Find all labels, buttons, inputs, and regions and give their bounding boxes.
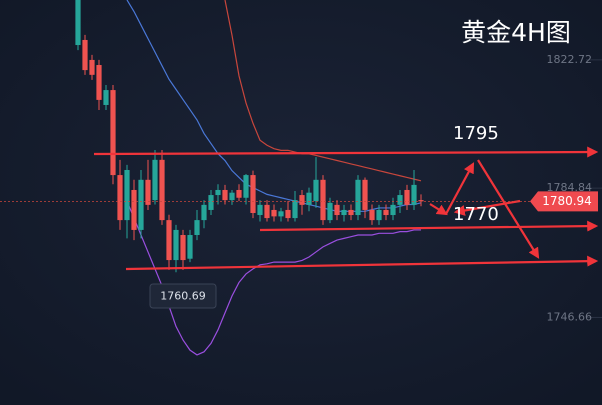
candle-body <box>285 209 291 219</box>
candle-body <box>229 192 235 201</box>
candle-body <box>243 175 249 198</box>
arrow <box>477 159 540 259</box>
candle-body <box>236 189 242 198</box>
support-line <box>125 255 599 271</box>
candle-body <box>145 179 151 205</box>
candle-body <box>82 39 88 71</box>
candle-body <box>313 179 319 202</box>
candle-body <box>215 189 221 196</box>
candle-body <box>299 195 305 205</box>
candle-body <box>411 184 417 205</box>
candle-body <box>348 209 354 216</box>
moving-average-line <box>126 200 421 356</box>
arrow <box>445 162 475 215</box>
candle-body <box>187 235 193 259</box>
candle-body <box>75 0 81 46</box>
candle-body <box>110 90 116 176</box>
candle-body <box>376 209 382 221</box>
candle-body <box>264 204 270 219</box>
candle-body <box>383 209 389 216</box>
arrow <box>453 199 521 216</box>
low-label: 1760.69 <box>160 290 206 303</box>
candle-body <box>341 209 347 216</box>
candle-body <box>180 235 186 261</box>
candle-body <box>138 179 144 230</box>
level-label: 1795 <box>453 123 499 144</box>
chart-title: 黄金4H图 <box>461 18 571 47</box>
candle-body <box>390 204 396 216</box>
candle-body <box>418 200 424 202</box>
y-tick-label: 1784.84 <box>547 181 593 194</box>
candle-body <box>89 59 95 75</box>
candle-body <box>362 179 368 210</box>
candle-body <box>222 189 228 201</box>
resistance-line <box>93 146 599 158</box>
candle-body <box>103 90 109 105</box>
candle-body <box>320 179 326 221</box>
low-label-box <box>149 283 217 309</box>
candle-body <box>278 211 284 217</box>
candle-body <box>327 202 333 221</box>
candle-body <box>117 175 123 221</box>
candle-body <box>152 159 158 201</box>
candle-body <box>194 220 200 236</box>
y-tick-label: 1822.72 <box>547 53 593 66</box>
candle-body <box>173 229 179 261</box>
candle-body <box>355 179 361 216</box>
candle-body <box>306 192 312 205</box>
candle-body <box>208 195 214 210</box>
last-price-box <box>530 191 598 212</box>
candle-body <box>131 189 137 230</box>
candle-body <box>166 220 172 261</box>
candle-body <box>159 159 165 221</box>
candle-body <box>292 200 298 219</box>
candle-body <box>397 195 403 205</box>
candle-body <box>334 204 340 216</box>
arrow <box>429 203 448 216</box>
level-label: 1770 <box>453 204 499 225</box>
candle-body <box>250 175 256 213</box>
candle-body <box>369 209 375 221</box>
candle-body <box>257 204 263 216</box>
candle-body <box>404 189 410 205</box>
support-line <box>259 220 599 232</box>
last-price-label: 1780.94 <box>542 194 592 208</box>
moving-average-line <box>224 0 422 182</box>
candle-body <box>271 209 277 217</box>
candle-body <box>96 65 102 100</box>
y-tick-label: 1746.66 <box>547 310 593 323</box>
drawings <box>93 146 599 271</box>
candle-body <box>201 204 207 221</box>
plot-area: 1822.72 1784.84 1746.66 <box>75 0 602 356</box>
candle-body <box>124 169 130 221</box>
